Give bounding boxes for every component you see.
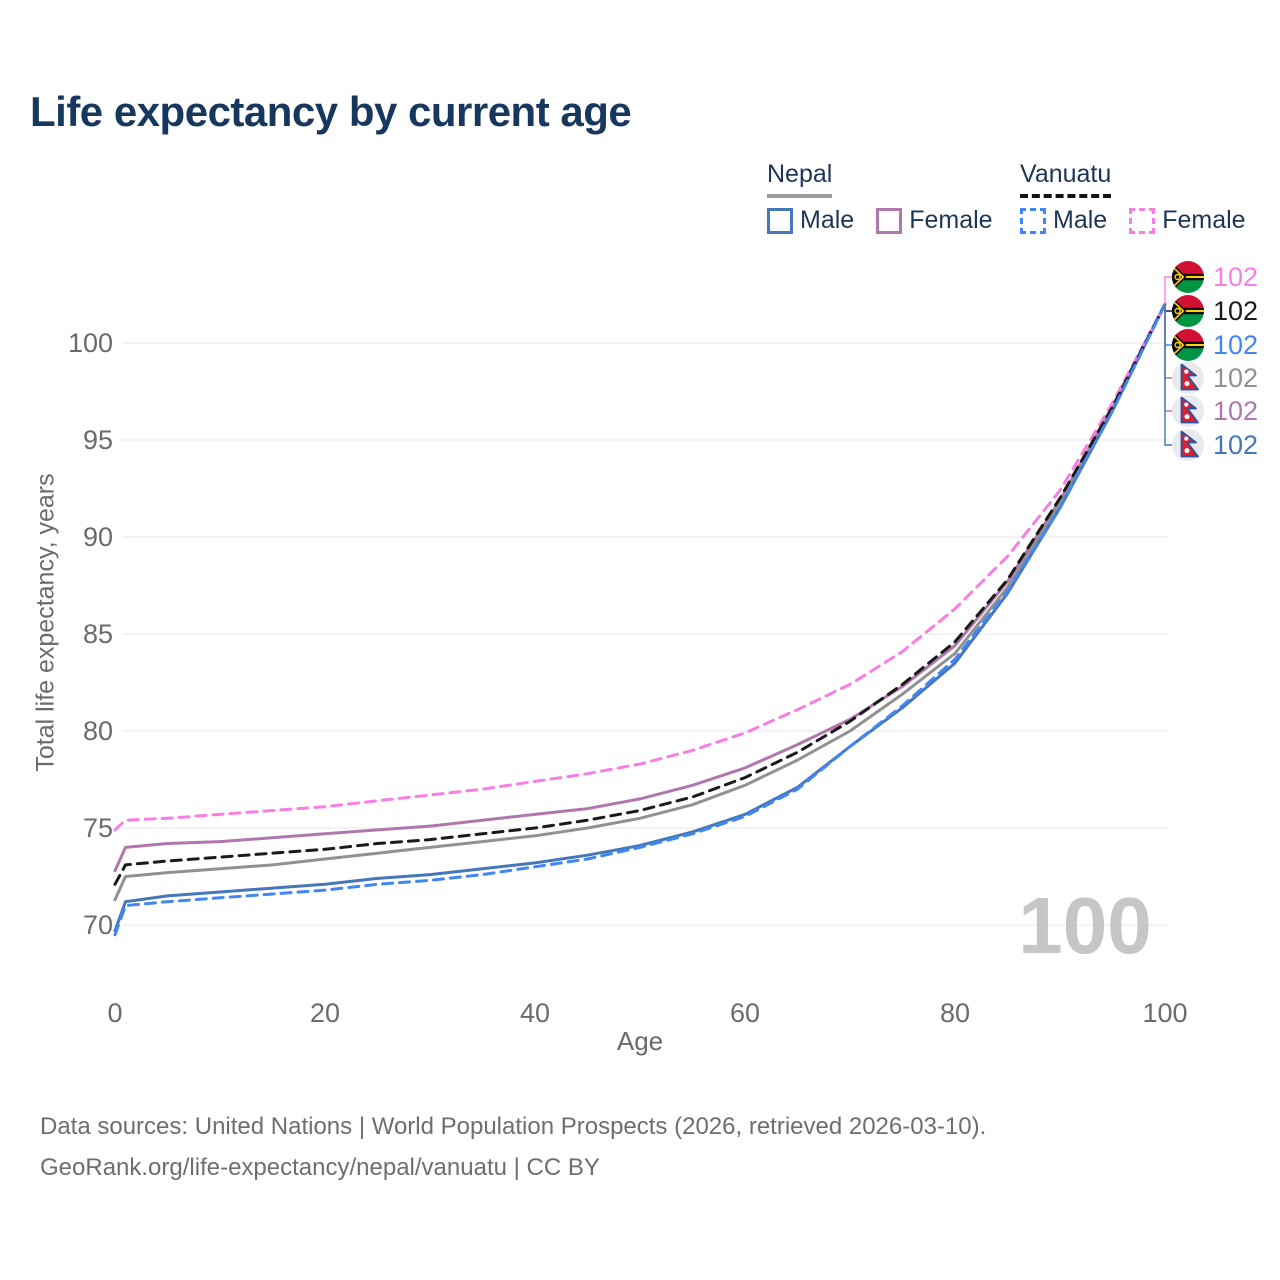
y-tick-label-85: 85	[83, 619, 113, 649]
end-value: 102	[1213, 363, 1259, 393]
x-axis-title: Age	[617, 1026, 663, 1056]
x-tick-label-0: 0	[107, 998, 122, 1028]
series-line-nepal_total[interactable]	[113, 302, 1167, 902]
end-label-vanuatu-male[interactable]: 102	[1172, 329, 1258, 361]
y-tick-label-90: 90	[83, 522, 113, 552]
nepal-female-swatch[interactable]	[876, 207, 903, 234]
series-line-nepal_male[interactable]	[113, 302, 1167, 933]
vanuatu-flag-icon	[1172, 261, 1204, 293]
nepal-male-label[interactable]: Male	[800, 206, 855, 234]
legend-group-nepal: Nepal Male Female	[767, 160, 1015, 235]
end-label-nepal-female[interactable]: 102	[1172, 395, 1258, 427]
y-tick-label-75: 75	[83, 813, 113, 843]
x-tick-label-80: 80	[940, 998, 970, 1028]
series-line-vanuatu_male[interactable]	[113, 302, 1167, 937]
end-value: 102	[1213, 396, 1259, 426]
y-tick-label-100: 100	[68, 328, 113, 358]
age-counter-watermark: 100	[1018, 881, 1151, 970]
y-tick-label-70: 70	[83, 910, 113, 940]
end-label-vanuatu-total[interactable]: 102	[1172, 295, 1258, 327]
legend-country-vanuatu[interactable]: Vanuatu	[1020, 160, 1112, 198]
y-tick-label-80: 80	[83, 716, 113, 746]
x-tick-label-60: 60	[730, 998, 760, 1028]
legend-group-vanuatu: Vanuatu Male Female	[1020, 160, 1268, 235]
footer-attribution-line: GeoRank.org/life-expectancy/nepal/vanuat…	[40, 1154, 600, 1181]
series-line-nepal_female[interactable]	[113, 302, 1167, 873]
x-tick-label-100: 100	[1142, 998, 1187, 1028]
vanuatu-male-swatch[interactable]	[1020, 207, 1046, 234]
vanuatu-female-swatch[interactable]	[1129, 207, 1156, 234]
x-tick-label-20: 20	[310, 998, 340, 1028]
nepal-male-swatch[interactable]	[767, 207, 793, 234]
footer-sources-line: Data sources: United Nations | World Pop…	[40, 1113, 987, 1140]
end-value: 102	[1213, 430, 1259, 460]
vanuatu-male-label[interactable]: Male	[1053, 206, 1108, 234]
nepal-flag-icon	[1172, 429, 1204, 461]
end-value: 102	[1213, 296, 1259, 326]
legend-country-nepal[interactable]: Nepal	[767, 160, 833, 198]
vanuatu-flag-icon	[1172, 295, 1204, 327]
series-line-vanuatu_total[interactable]	[113, 302, 1167, 886]
leader-line-vanuatu_female	[1164, 276, 1172, 305]
leader-line-nepal_male	[1164, 304, 1172, 446]
page-title: Life expectancy by current age	[30, 88, 632, 135]
nepal-female-label[interactable]: Female	[909, 206, 993, 234]
end-label-vanuatu-female[interactable]: 102	[1172, 261, 1258, 293]
nepal-flag-icon	[1172, 362, 1204, 394]
leader-line-nepal_total	[1164, 304, 1172, 379]
vanuatu-female-label[interactable]: Female	[1162, 206, 1246, 234]
footer: Data sources: United Nations | World Pop…	[40, 1106, 986, 1188]
vanuatu-flag-icon	[1172, 329, 1204, 361]
series-line-vanuatu_female[interactable]	[113, 302, 1167, 832]
x-tick-label-40: 40	[520, 998, 550, 1028]
y-tick-label-95: 95	[83, 425, 113, 455]
nepal-flag-icon	[1172, 395, 1204, 427]
end-label-nepal-male[interactable]: 102	[1172, 429, 1258, 461]
leader-line-nepal_female	[1164, 304, 1172, 412]
end-label-nepal-total[interactable]: 102	[1172, 362, 1258, 394]
end-value: 102	[1213, 262, 1259, 292]
end-value: 102	[1213, 330, 1259, 360]
